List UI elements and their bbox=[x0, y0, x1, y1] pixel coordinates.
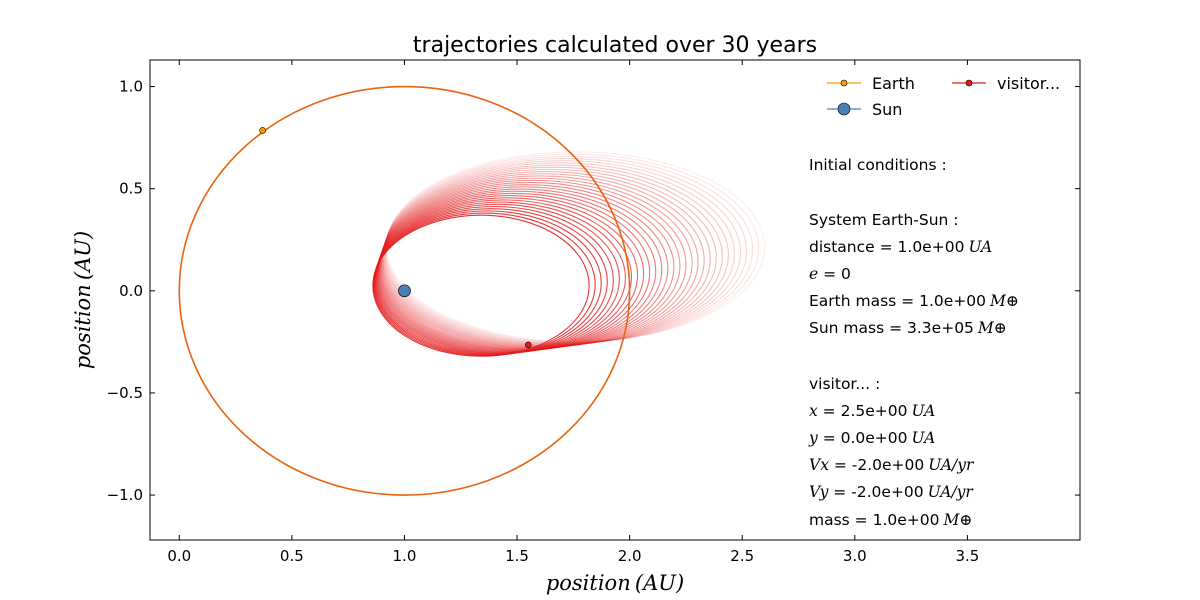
x-axis: 0.0 0.5 1.0 1.5 2.0 2.5 3.0 3.5 bbox=[167, 60, 979, 565]
info-visitor-heading: visitor... : bbox=[809, 375, 880, 393]
earth-marker bbox=[259, 127, 266, 134]
legend-earth-label: Earth bbox=[872, 74, 915, 93]
legend-visitor-marker bbox=[965, 79, 973, 87]
y-tick-label: 0.0 bbox=[119, 282, 143, 300]
visitor-orbit-line bbox=[372, 214, 590, 357]
info-eccentricity: e = 0 bbox=[809, 265, 851, 283]
legend-sun-marker bbox=[837, 102, 851, 116]
info-heading: Initial conditions : bbox=[809, 156, 947, 174]
info-visitor-mass: mass = 1.0e+00 M⊕ bbox=[809, 511, 972, 529]
orbit-layer bbox=[178, 85, 766, 496]
y-axis: 1.0 0.5 0.0 −0.5 −1.0 bbox=[107, 78, 1080, 504]
legend-sun-label: Sun bbox=[872, 100, 902, 119]
x-axis-label: position (AU) bbox=[546, 571, 684, 595]
plot-frame bbox=[149, 59, 1081, 541]
y-tick-label: 0.5 bbox=[119, 180, 143, 198]
chart-title: trajectories calculated over 30 years bbox=[413, 33, 817, 58]
info-visitor-vx: Vx = -2.0e+00 UA/yr bbox=[809, 456, 975, 474]
info-visitor-x: x = 2.5e+00 UA bbox=[809, 402, 935, 420]
x-tick-label: 2.0 bbox=[618, 547, 642, 565]
y-tick-label: −0.5 bbox=[107, 384, 143, 402]
info-distance: distance = 1.0e+00 UA bbox=[809, 238, 992, 256]
legend-earth-marker bbox=[840, 79, 848, 87]
y-tick-label: −1.0 bbox=[107, 486, 143, 504]
info-visitor-vy: Vy = -2.0e+00 UA/yr bbox=[809, 483, 974, 501]
info-sun-mass: Sun mass = 3.3e+05 M⊕ bbox=[809, 319, 1007, 337]
info-visitor-y: y = 0.0e+00 UA bbox=[808, 429, 935, 447]
y-axis-label: position (AU) bbox=[71, 231, 95, 369]
x-tick-label: 0.5 bbox=[280, 547, 304, 565]
info-earth-mass: Earth mass = 1.0e+00 M⊕ bbox=[809, 292, 1019, 310]
x-tick-label: 0.0 bbox=[167, 547, 191, 565]
x-tick-label: 1.5 bbox=[505, 547, 529, 565]
x-tick-label: 3.5 bbox=[955, 547, 979, 565]
x-tick-label: 1.0 bbox=[393, 547, 417, 565]
marker-layer bbox=[259, 127, 532, 349]
sun-marker bbox=[398, 284, 411, 298]
info-system-heading: System Earth-Sun : bbox=[809, 211, 959, 229]
earth-orbit-line bbox=[178, 85, 631, 496]
x-tick-label: 3.0 bbox=[843, 547, 867, 565]
x-tick-label: 2.5 bbox=[730, 547, 754, 565]
legend-visitor-label: visitor... bbox=[997, 74, 1060, 93]
visitor-marker bbox=[525, 341, 532, 349]
initial-conditions-panel: Initial conditions : System Earth-Sun : … bbox=[808, 156, 1019, 529]
y-tick-label: 1.0 bbox=[119, 78, 143, 96]
legend: Earth visitor... Sun bbox=[827, 74, 1060, 119]
